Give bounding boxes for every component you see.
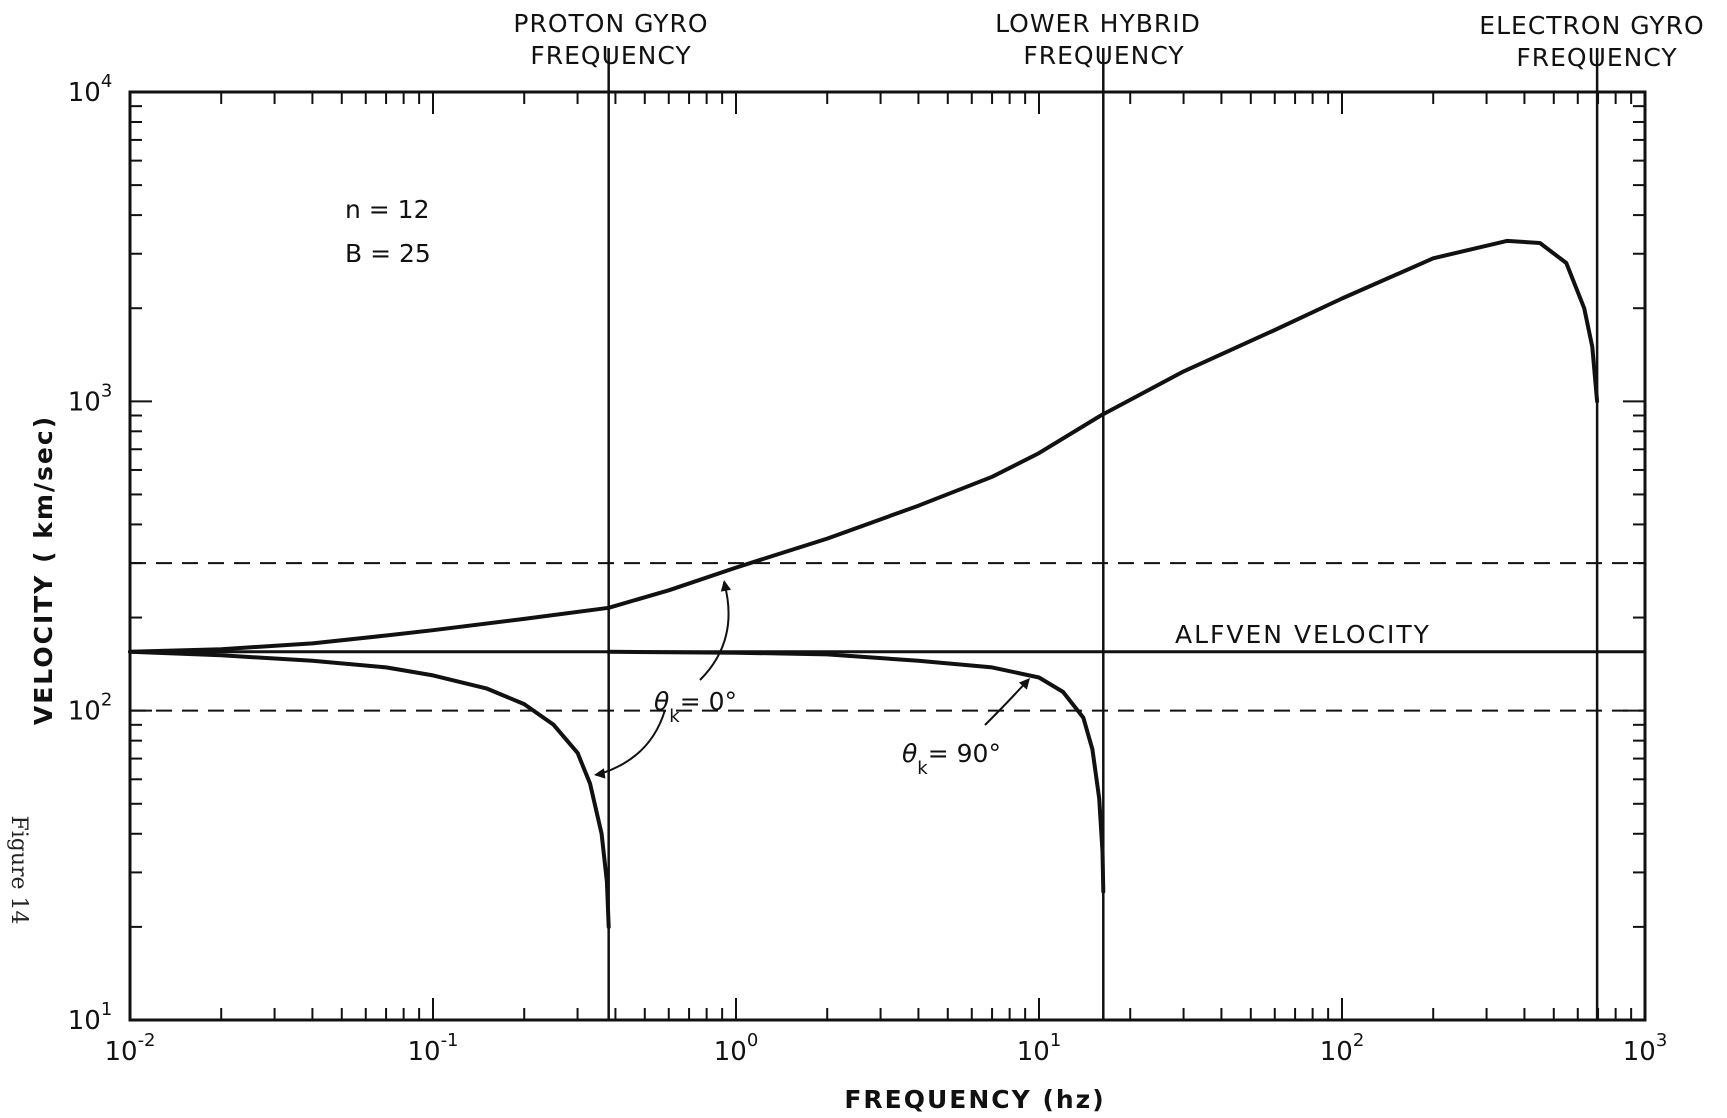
theta-90-arrowhead (1018, 678, 1030, 690)
y-tick-label-exp: 4 (101, 71, 112, 92)
x-tick-label-exp: 0 (747, 1030, 758, 1051)
theta-0-annotation: θk= 0° (654, 687, 737, 727)
figure-caption: Figure 14 (6, 815, 31, 924)
electron-gyro-label-line2: FREQUENCY (1516, 43, 1677, 72)
theta-0-lower-curve (128, 649, 611, 929)
theta-90-curve (606, 649, 1106, 894)
theta-90-symbol: θ (902, 739, 917, 768)
y-tick-label: 102 (68, 690, 113, 727)
theta-0-value: = 0° (680, 687, 737, 716)
x-tick-label-exp: 3 (1656, 1030, 1667, 1051)
y-tick-label: 104 (68, 71, 113, 108)
param-b: B = 25 (345, 239, 431, 268)
x-tick-label: 10-1 (407, 1030, 458, 1067)
x-tick-label: 10-2 (104, 1030, 155, 1067)
y-tick-label: 101 (68, 999, 113, 1036)
param-n: n = 12 (345, 195, 430, 224)
x-tick-label-base: 10 (407, 1037, 440, 1067)
y-tick-label-exp: 1 (101, 999, 112, 1020)
y-tick-label-base: 10 (68, 697, 101, 727)
proton-gyro-label-line2: FREQUENCY (530, 41, 691, 70)
theta-0-lower-arrowhead (594, 768, 606, 779)
y-tick-label-base: 10 (68, 1006, 101, 1036)
y-tick-label-exp: 2 (101, 690, 112, 711)
theta-0-sub: k (669, 706, 680, 727)
y-tick-label-exp: 3 (101, 380, 112, 401)
theta-90-arrow (984, 679, 1029, 726)
x-tick-label-exp: -1 (441, 1030, 459, 1051)
y-axis-label: VELOCITY ( km/sec) (29, 415, 58, 725)
alfven-velocity-label: ALFVEN VELOCITY (1175, 620, 1431, 649)
theta-90-sub: k (917, 758, 928, 779)
theta-90-annotation: θk= 90° (902, 739, 1001, 779)
theta-0-lower-arrow (595, 709, 666, 776)
x-tick-label-base: 10 (1320, 1037, 1353, 1067)
x-tick-label: 101 (1017, 1030, 1062, 1067)
plot-area (128, 48, 1647, 1022)
y-tick-label: 103 (68, 380, 113, 417)
lower-hybrid-label-line2: FREQUENCY (1023, 41, 1184, 70)
y-tick-label-base: 10 (68, 78, 101, 108)
x-axis-label: FREQUENCY (hz) (844, 1085, 1105, 1114)
theta-0-upper-arrow (699, 581, 730, 681)
x-tick-label-base: 10 (1623, 1037, 1656, 1067)
x-tick-label-base: 10 (714, 1037, 747, 1067)
electron-gyro-label-line1: ELECTRON GYRO (1479, 11, 1704, 40)
theta-0-upper-curve (128, 238, 1600, 654)
theta-0-upper-arrowhead (720, 580, 732, 592)
y-tick-label-base: 10 (68, 387, 101, 417)
x-tick-label-base: 10 (1017, 1037, 1050, 1067)
theta-90-value: = 90° (928, 739, 1001, 768)
plot-frame (128, 90, 1647, 1022)
theta-0-symbol: θ (654, 687, 669, 716)
proton-gyro-label-line1: PROTON GYRO (513, 9, 708, 38)
x-tick-label-exp: 1 (1050, 1030, 1061, 1051)
x-tick-label: 103 (1623, 1030, 1668, 1067)
x-tick-label-exp: 2 (1353, 1030, 1364, 1051)
x-tick-label: 100 (714, 1030, 759, 1067)
x-tick-label: 102 (1320, 1030, 1365, 1067)
x-tick-label-base: 10 (104, 1037, 137, 1067)
x-tick-label-exp: -2 (138, 1030, 156, 1051)
lower-hybrid-label-line1: LOWER HYBRID (995, 9, 1201, 38)
